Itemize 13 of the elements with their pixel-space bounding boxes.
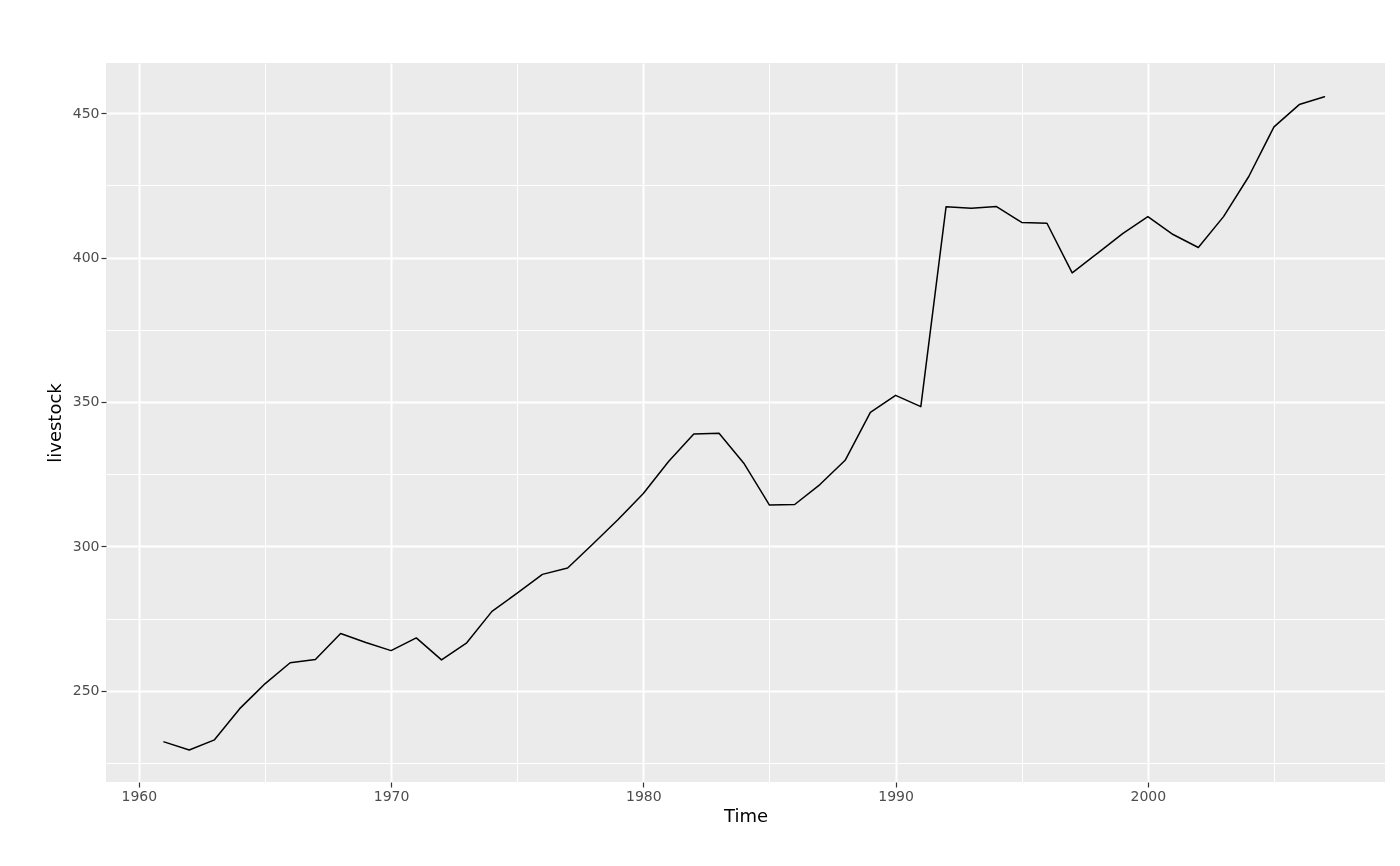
- y-tick-label: 250: [72, 682, 100, 699]
- y-tick-label: 450: [72, 104, 100, 121]
- x-tick-label: 1960: [121, 787, 158, 804]
- x-tick-label: 1990: [878, 787, 914, 804]
- y-tick-label: 350: [72, 393, 100, 410]
- line-series: [163, 96, 1326, 751]
- y-tick-label: 400: [72, 249, 100, 266]
- x-tick-label: 1970: [373, 787, 410, 804]
- x-axis-title: Time: [722, 804, 769, 826]
- y-tick-label: 300: [72, 537, 100, 554]
- x-tick-label: 1980: [626, 787, 662, 804]
- x-tick-label: 2000: [1130, 787, 1167, 804]
- y-axis-title: livestock: [43, 382, 65, 463]
